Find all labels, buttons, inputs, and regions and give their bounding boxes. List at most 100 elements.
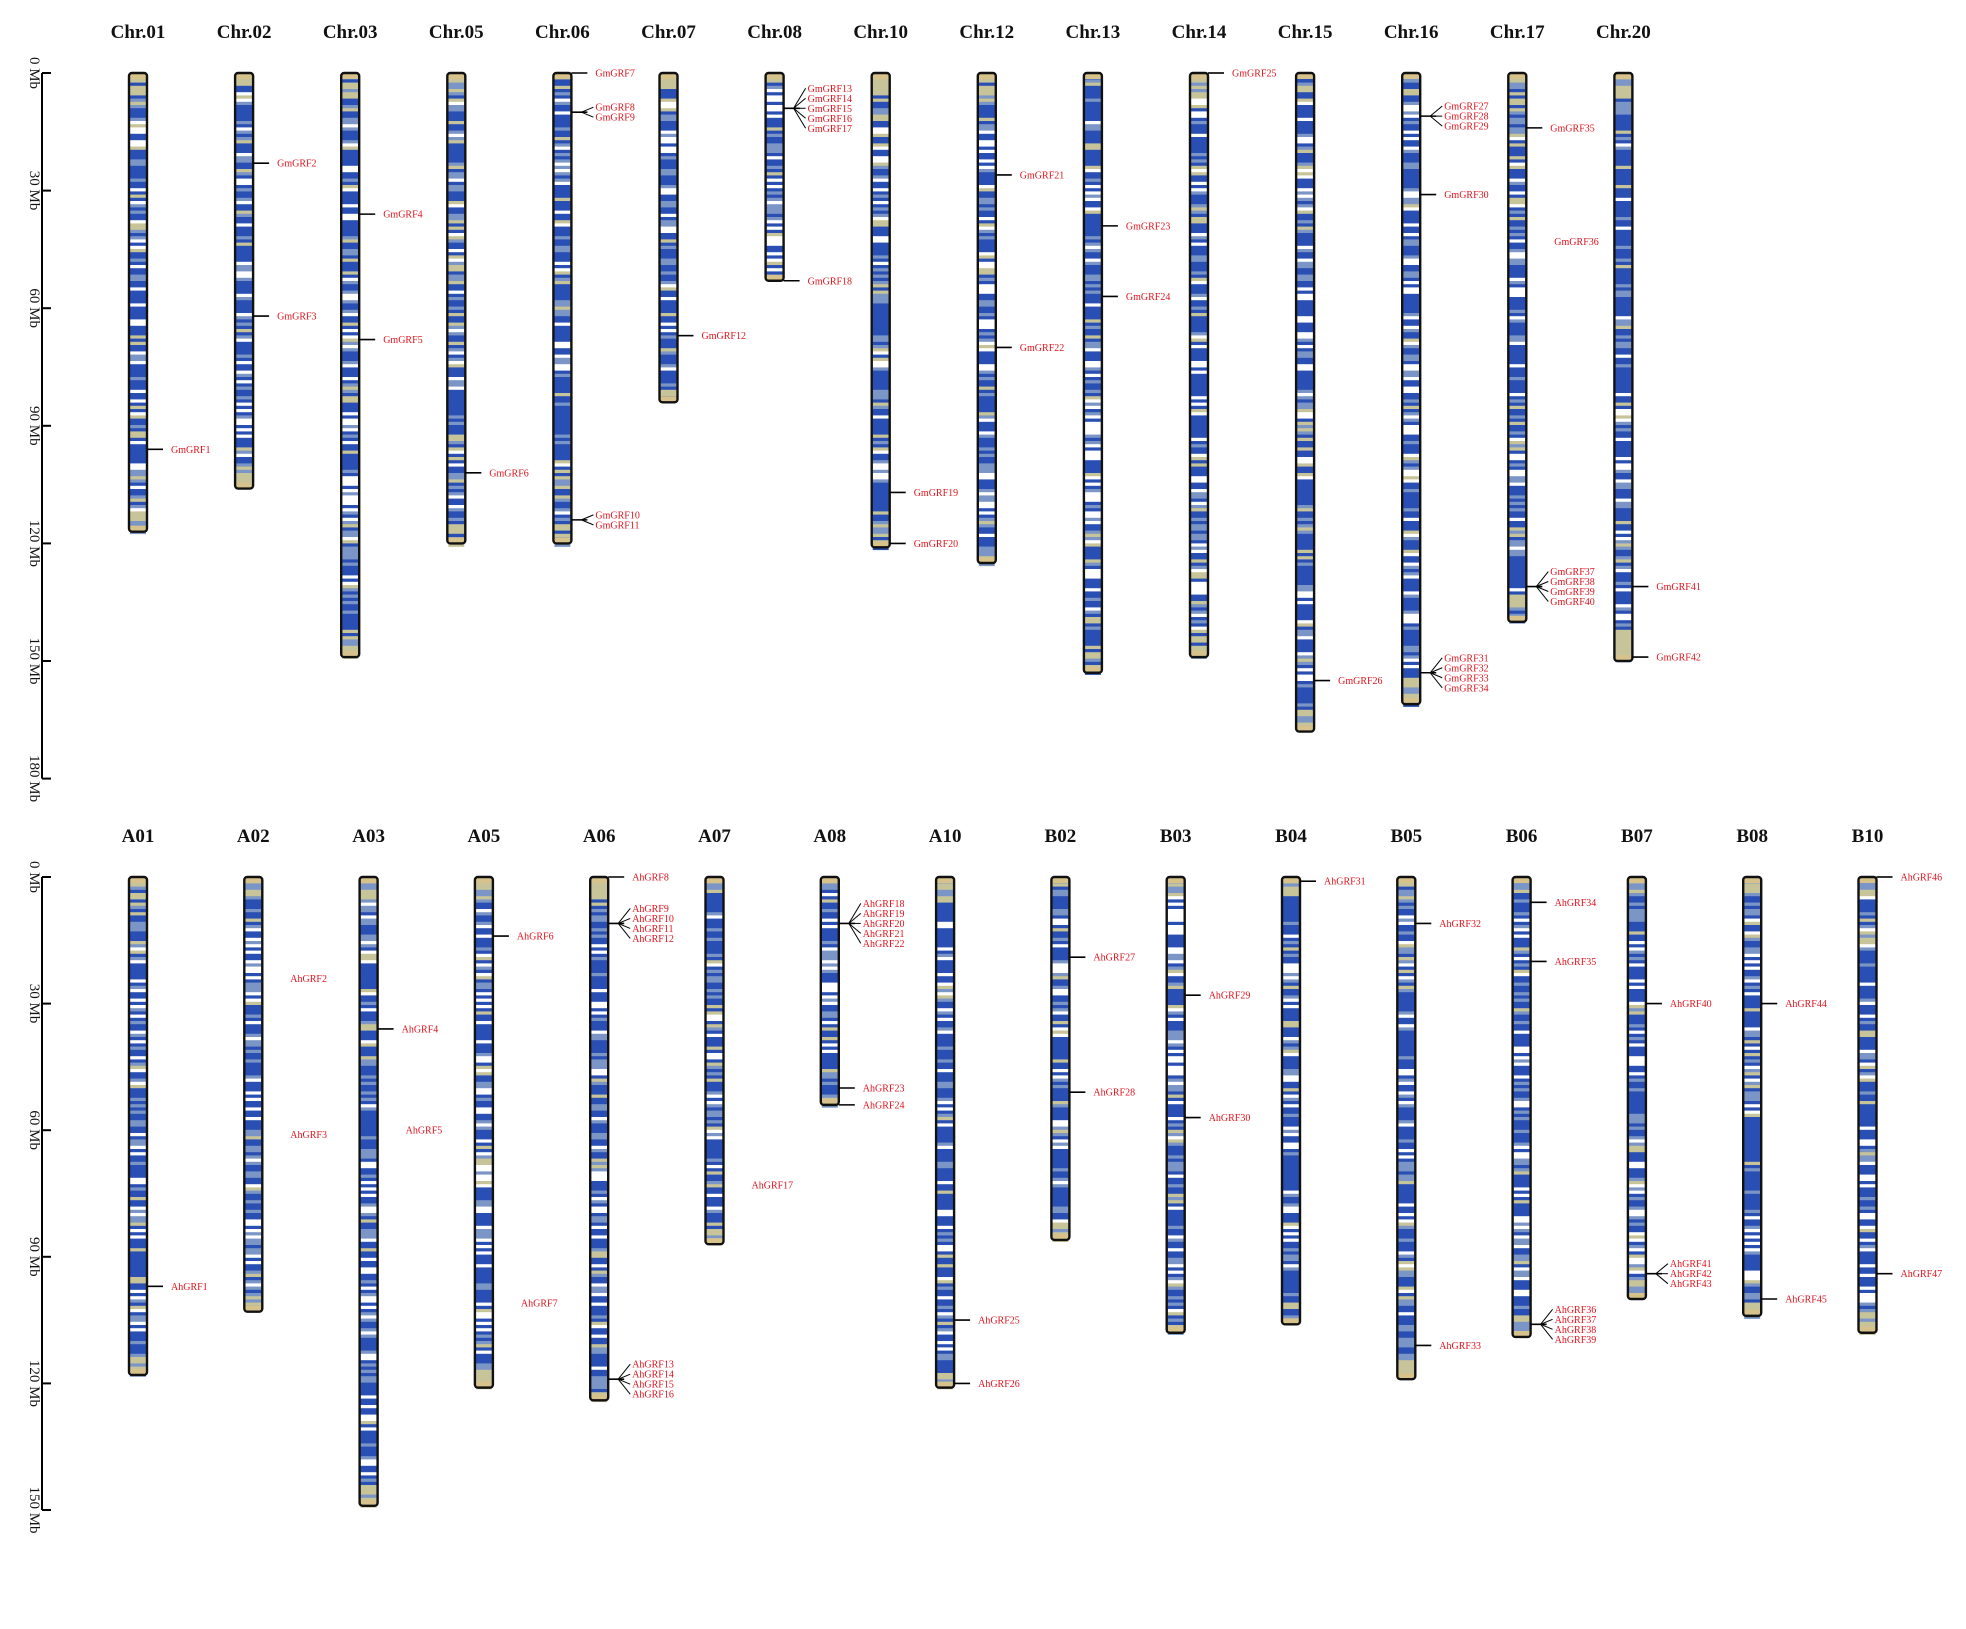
density-stripe (448, 204, 465, 208)
density-stripe (1403, 357, 1420, 362)
density-stripe (1084, 153, 1101, 157)
density-stripe (130, 1120, 146, 1124)
density-stripe (1052, 1072, 1069, 1076)
density-stripe (360, 937, 377, 942)
chromosome-tip-top (706, 877, 723, 883)
density-stripe (591, 1373, 608, 1377)
density-stripe (872, 396, 889, 400)
density-stripe (1191, 159, 1207, 163)
density-stripe (1191, 79, 1207, 83)
density-stripe (1513, 1161, 1530, 1166)
density-stripe (1398, 905, 1415, 910)
density-stripe (1628, 893, 1645, 897)
density-stripe (130, 989, 146, 993)
density-stripe (342, 399, 359, 403)
density-stripe (554, 121, 571, 125)
density-stripe (342, 572, 359, 576)
density-stripe (1167, 1078, 1184, 1083)
density-stripe (1167, 1190, 1184, 1195)
density-stripe (448, 415, 465, 419)
density-stripe (1403, 249, 1420, 253)
density-stripe (1283, 1088, 1299, 1092)
density-stripe (1509, 175, 1526, 179)
density-stripe (1167, 1309, 1184, 1313)
density-stripe (978, 281, 995, 285)
density-stripe (342, 364, 359, 368)
density-stripe (591, 896, 608, 900)
density-stripe (872, 85, 889, 90)
density-stripe (130, 1117, 146, 1121)
density-stripe (342, 533, 359, 538)
density-stripe (1859, 925, 1876, 929)
density-stripe (448, 345, 465, 349)
density-stripe (1403, 239, 1420, 243)
density-stripe (236, 450, 253, 455)
gene-label: GmGRF7 (595, 69, 634, 80)
density-stripe (1167, 921, 1184, 926)
density-stripe (236, 357, 253, 362)
density-stripe (1509, 463, 1526, 467)
density-stripe (1628, 1184, 1645, 1188)
density-stripe (130, 447, 146, 451)
density-stripe (1167, 1101, 1184, 1105)
density-stripe (554, 92, 571, 96)
density-stripe (1509, 258, 1526, 263)
density-stripe (342, 297, 359, 301)
density-stripe (448, 543, 465, 547)
density-stripe (872, 98, 889, 103)
density-stripe (1744, 1302, 1761, 1307)
density-stripe (448, 153, 465, 157)
density-stripe (1509, 108, 1526, 112)
density-stripe (130, 1270, 146, 1275)
density-stripe (1297, 540, 1314, 544)
gene-fan-line (1536, 581, 1549, 587)
density-stripe (1403, 639, 1420, 643)
density-stripe (978, 137, 995, 141)
density-stripe (1398, 1136, 1415, 1140)
density-stripe (130, 233, 146, 237)
scale-tick-label: 90 Mb (26, 406, 42, 446)
density-stripe (475, 1289, 492, 1294)
density-stripe (978, 361, 995, 365)
density-stripe (872, 79, 889, 83)
density-stripe (1628, 1289, 1645, 1294)
density-stripe (1859, 1091, 1876, 1095)
density-stripe (342, 213, 359, 218)
density-stripe (236, 393, 253, 397)
density-stripe (937, 1174, 954, 1179)
chromosome-label: Chr.12 (959, 22, 1014, 43)
density-stripe (1297, 626, 1314, 631)
density-stripe (1628, 1158, 1645, 1163)
density-stripe (360, 1494, 377, 1499)
density-stripe (342, 207, 359, 211)
density-stripe (554, 405, 571, 410)
density-stripe (1283, 1305, 1299, 1310)
density-stripe (1403, 354, 1420, 359)
density-stripe (130, 1040, 146, 1044)
density-stripe (1191, 297, 1207, 301)
density-stripe (554, 197, 571, 202)
density-stripe (554, 233, 571, 237)
density-stripe (1615, 479, 1632, 483)
density-stripe (1513, 944, 1530, 948)
density-stripes (130, 73, 146, 535)
density-stripe (1615, 185, 1632, 189)
density-stripe (1297, 101, 1314, 106)
density-stripe (766, 169, 783, 173)
density-stripe (591, 1184, 608, 1188)
density-stripe (130, 207, 146, 211)
density-stripe (1167, 1145, 1184, 1150)
chromosome-tip-top (1398, 877, 1415, 883)
density-stripe (766, 127, 783, 131)
density-stripe (130, 143, 146, 147)
density-stripe (1513, 1245, 1530, 1249)
density-stripe (1052, 937, 1069, 942)
density-stripe (1859, 1008, 1876, 1012)
density-stripe (1628, 1107, 1645, 1111)
density-stripe (130, 345, 146, 349)
density-stripe (872, 268, 889, 272)
density-stripe (706, 1123, 723, 1127)
density-stripe (872, 156, 889, 160)
density-stripe (1744, 1059, 1761, 1063)
density-stripe (1167, 889, 1184, 894)
